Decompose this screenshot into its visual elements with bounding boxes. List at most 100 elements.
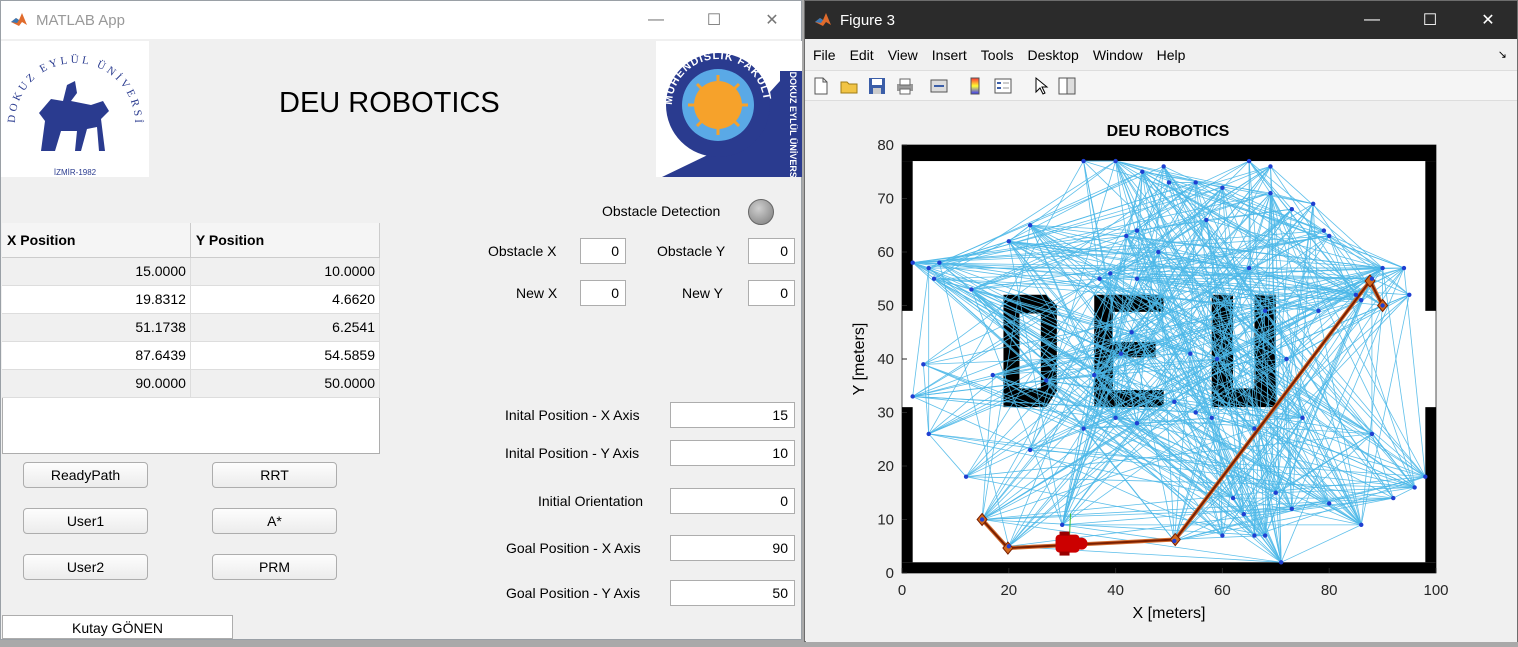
- menu-file[interactable]: File: [813, 46, 836, 63]
- roadmap-edge: [1174, 492, 1276, 542]
- roadmap-edge: [1062, 524, 1175, 542]
- menu-edit[interactable]: Edit: [849, 46, 874, 63]
- roadmap-edge: [1216, 358, 1373, 435]
- map-wall: [902, 562, 1436, 573]
- table-row[interactable]: 51.1738 6.2541: [2, 313, 381, 342]
- maximize-button[interactable]: ☐: [1401, 1, 1459, 39]
- x-tick-label: 60: [1214, 582, 1231, 599]
- roadmap-edge: [1157, 251, 1175, 541]
- roadmap-edge: [928, 187, 1223, 435]
- roadmap-edge: [966, 476, 1266, 536]
- initial-x-field[interactable]: 15: [670, 402, 795, 428]
- path-planning-plot[interactable]: DEU ROBOTICS 0 20 40 60 80 100 0 10 20 30 40 50 60 70…: [806, 102, 1517, 642]
- roadmap-edge: [912, 235, 1127, 264]
- initial-orientation-field[interactable]: 0: [670, 488, 795, 514]
- user2-button[interactable]: User2: [23, 554, 148, 580]
- roadmap-edge: [992, 374, 1138, 424]
- goal-x-field[interactable]: 90: [670, 535, 795, 561]
- table-cell[interactable]: 6.2541: [190, 313, 381, 342]
- roadmap-edge: [1142, 171, 1271, 194]
- maximize-button[interactable]: ☐: [685, 1, 743, 39]
- minimize-button[interactable]: —: [1343, 1, 1401, 39]
- pointer-icon[interactable]: [1031, 76, 1051, 96]
- minimize-button[interactable]: —: [627, 1, 685, 39]
- table-cell[interactable]: 54.5859: [190, 341, 381, 370]
- roadmap-edge: [1206, 219, 1383, 269]
- user1-button[interactable]: User1: [23, 508, 148, 534]
- roadmap-node: [1209, 415, 1214, 421]
- column-header-y[interactable]: Y Position: [190, 223, 381, 258]
- menu-window[interactable]: Window: [1092, 46, 1143, 63]
- table-row[interactable]: 90.0000 50.0000: [2, 369, 381, 398]
- roadmap-edge: [981, 251, 1159, 520]
- app-titlebar[interactable]: MATLAB App — ☐ ✕: [1, 1, 801, 39]
- menu-desktop[interactable]: Desktop: [1027, 46, 1079, 63]
- roadmap-edge: [1158, 160, 1250, 253]
- save-icon[interactable]: [867, 76, 887, 96]
- roadmap-edge: [1046, 380, 1175, 403]
- obstacle-x-field[interactable]: 0: [580, 238, 626, 264]
- table-cell[interactable]: 87.6439: [2, 341, 191, 370]
- roadmap-node: [1118, 351, 1124, 356]
- table-cell[interactable]: 19.8312: [2, 285, 191, 314]
- new-figure-icon[interactable]: [811, 76, 831, 96]
- table-row[interactable]: 87.6439 54.5859: [2, 341, 381, 370]
- figure-titlebar[interactable]: Figure 3 — ☐ ✕: [805, 1, 1517, 39]
- roadmap-edge: [1211, 417, 1223, 536]
- prm-button[interactable]: PRM: [212, 554, 337, 580]
- roadmap-node: [937, 260, 942, 265]
- y-tick-label: 20: [877, 458, 894, 475]
- table-cell[interactable]: 90.0000: [2, 369, 191, 398]
- menu-tools[interactable]: Tools: [980, 46, 1014, 63]
- initial-y-field[interactable]: 10: [670, 440, 795, 466]
- column-header-x[interactable]: X Position: [2, 223, 191, 258]
- roadmap-edge: [1264, 193, 1271, 536]
- position-table[interactable]: X Position Y Position 15.0000 10.0000 19.…: [2, 223, 381, 398]
- table-row[interactable]: 19.8312 4.6620: [2, 285, 381, 314]
- roadmap-edges: [912, 160, 1426, 563]
- new-x-field[interactable]: 0: [580, 280, 626, 306]
- print-icon[interactable]: [895, 76, 915, 96]
- roadmap-node: [1380, 265, 1385, 271]
- table-cell[interactable]: 15.0000: [2, 257, 191, 286]
- chart-title: DEU ROBOTICS: [1107, 123, 1230, 140]
- legend-icon[interactable]: [993, 76, 1013, 96]
- link-icon[interactable]: [929, 76, 949, 96]
- table-cell[interactable]: 10.0000: [190, 257, 381, 286]
- table-cell[interactable]: 4.6620: [190, 285, 381, 314]
- roadmap-edge: [923, 353, 1191, 365]
- roadmap-node: [1129, 330, 1134, 335]
- menu-view[interactable]: View: [887, 46, 918, 63]
- readypath-button[interactable]: ReadyPath: [23, 462, 148, 488]
- new-y-field[interactable]: 0: [748, 280, 795, 306]
- roadmap-edge: [1136, 182, 1196, 231]
- roadmap-edge: [1115, 203, 1314, 419]
- roadmap-edge: [971, 289, 1095, 376]
- table-cell[interactable]: 51.1738: [2, 313, 191, 342]
- table-cell[interactable]: 50.0000: [190, 369, 381, 398]
- roadmap-node: [990, 372, 995, 378]
- menu-help[interactable]: Help: [1156, 46, 1186, 63]
- roadmap-edge: [1126, 235, 1383, 269]
- close-button[interactable]: ✕: [1459, 1, 1517, 39]
- open-file-icon[interactable]: [839, 76, 859, 96]
- table-row[interactable]: 15.0000 10.0000: [2, 257, 381, 286]
- roadmap-edge: [1131, 331, 1255, 429]
- roadmap-edge: [912, 262, 1410, 296]
- robot-front: [1075, 537, 1088, 550]
- roadmap-edge: [1083, 417, 1212, 429]
- property-editor-icon[interactable]: [1057, 76, 1077, 96]
- astar-button[interactable]: A*: [212, 508, 337, 534]
- close-button[interactable]: ✕: [743, 1, 801, 39]
- rrt-button[interactable]: RRT: [212, 462, 337, 488]
- roadmap-edge: [928, 171, 1143, 269]
- roadmap-edge: [928, 192, 1271, 269]
- roadmap-node: [1380, 303, 1385, 308]
- dock-arrow-icon[interactable]: ↘: [1497, 49, 1507, 61]
- roadmap-edge: [1312, 203, 1383, 306]
- obstacle-y-field[interactable]: 0: [748, 238, 795, 264]
- menu-insert[interactable]: Insert: [931, 46, 967, 63]
- colorbar-icon[interactable]: [965, 76, 985, 96]
- goal-y-field[interactable]: 50: [670, 580, 795, 606]
- roadmap-edge: [1061, 273, 1111, 525]
